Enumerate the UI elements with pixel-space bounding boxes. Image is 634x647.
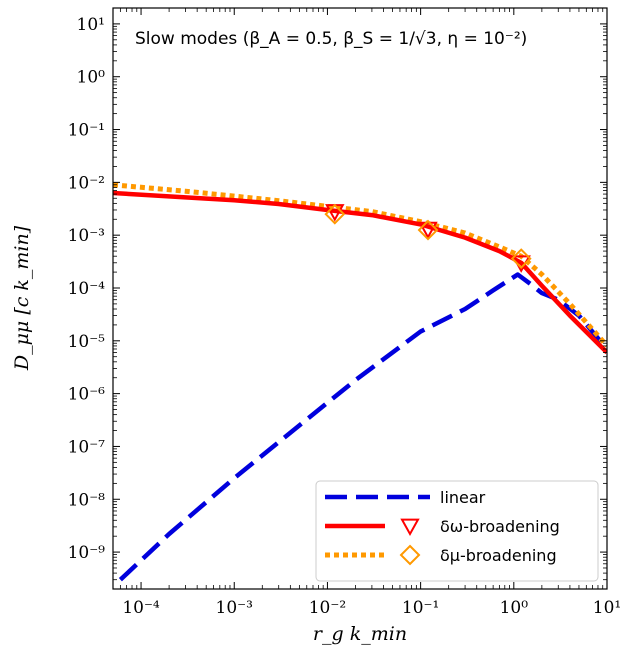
series-marker-2 — [510, 248, 532, 270]
legend-marker-shape — [399, 544, 421, 566]
y-tick-label: 10⁻⁷ — [68, 437, 106, 457]
legend: linear δω-broadening δμ-broadening — [315, 480, 599, 582]
legend-marker-dmu — [399, 544, 421, 566]
legend-label-domega: δω-broadening — [440, 517, 560, 536]
series-marker-1 — [418, 221, 438, 240]
x-tick-label: 10⁻³ — [216, 598, 253, 618]
x-tick-label: 10⁻² — [309, 598, 346, 618]
plot-frame — [112, 7, 608, 590]
x-tick-label: 10¹ — [593, 598, 621, 618]
series-marker-2 — [324, 203, 346, 225]
series-line-2 — [113, 182, 607, 348]
y-tick-label: 10⁻⁸ — [68, 490, 106, 510]
y-tick-label: 10⁻³ — [68, 226, 105, 246]
legend-label-linear: linear — [440, 488, 486, 507]
legend-marker-shape — [400, 518, 420, 537]
y-tick-label: 10¹ — [77, 15, 105, 35]
x-axis-label: r_g k_min — [313, 623, 407, 645]
y-tick-label: 10⁻⁶ — [68, 385, 106, 405]
y-tick-label: 10⁻⁹ — [68, 543, 106, 563]
legend-box — [315, 480, 599, 582]
legend-marker-domega — [400, 518, 420, 537]
x-tick-label: 10⁻⁴ — [122, 598, 160, 618]
x-tick-label: 10⁰ — [500, 598, 529, 618]
series-marker-2 — [417, 219, 439, 241]
y-axis-label: D_μμ [c k_min] — [11, 225, 33, 371]
y-tick-label: 10⁻⁴ — [68, 279, 106, 299]
tick-layer: 10⁻⁴ 10⁻³ 10⁻² 10⁻¹ 10⁰ 10¹ 10⁻⁹ 10⁻⁸ 10⁻⁷ 10⁻⁶ 10… — [68, 7, 621, 618]
y-tick-label: 10⁻² — [68, 173, 105, 193]
marker-layer — [324, 203, 532, 273]
legend-label-dmu: δμ-broadening — [440, 546, 557, 565]
chart-annotation: Slow modes (β_A = 0.5, β_S = 1/√3, η = 1… — [135, 29, 527, 49]
y-tick-label: 10⁻⁵ — [68, 332, 106, 352]
y-tick-label: 10⁰ — [77, 68, 106, 88]
y-tick-label: 10⁻¹ — [68, 121, 105, 141]
x-tick-label: 10⁻¹ — [402, 598, 439, 618]
